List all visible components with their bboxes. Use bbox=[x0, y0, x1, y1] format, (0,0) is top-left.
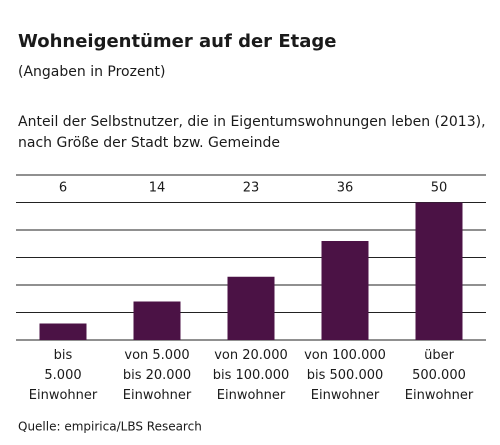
value-label: 36 bbox=[337, 181, 354, 196]
x-tick-label: von 20.000 bis 100.000 Einwohner bbox=[213, 348, 290, 403]
value-label: 6 bbox=[59, 181, 67, 196]
x-tick-label: über 500.000 Einwohner bbox=[405, 348, 474, 403]
description: nach Größe der Stadt bzw. Gemeinde bbox=[18, 135, 280, 151]
value-label: 50 bbox=[431, 181, 448, 196]
bar bbox=[227, 276, 275, 340]
chart-title: Wohneigentümer auf der Etage bbox=[18, 31, 336, 52]
bar bbox=[321, 241, 369, 340]
chart-subtitle: (Angaben in Prozent) bbox=[18, 64, 165, 80]
description: Anteil der Selbstnutzer, die in Eigentum… bbox=[18, 114, 486, 130]
x-tick-label: von 5.000 bis 20.000 Einwohner bbox=[123, 348, 192, 403]
x-tick-label: von 100.000 bis 500.000 Einwohner bbox=[304, 348, 386, 403]
x-tick-label: bis 5.000 Einwohner bbox=[29, 348, 98, 403]
bar bbox=[133, 301, 181, 340]
bar bbox=[415, 202, 463, 340]
bar bbox=[39, 323, 87, 340]
value-label: 23 bbox=[243, 181, 260, 196]
value-label: 14 bbox=[149, 181, 166, 196]
source: Quelle: empirica/LBS Research bbox=[18, 420, 202, 434]
